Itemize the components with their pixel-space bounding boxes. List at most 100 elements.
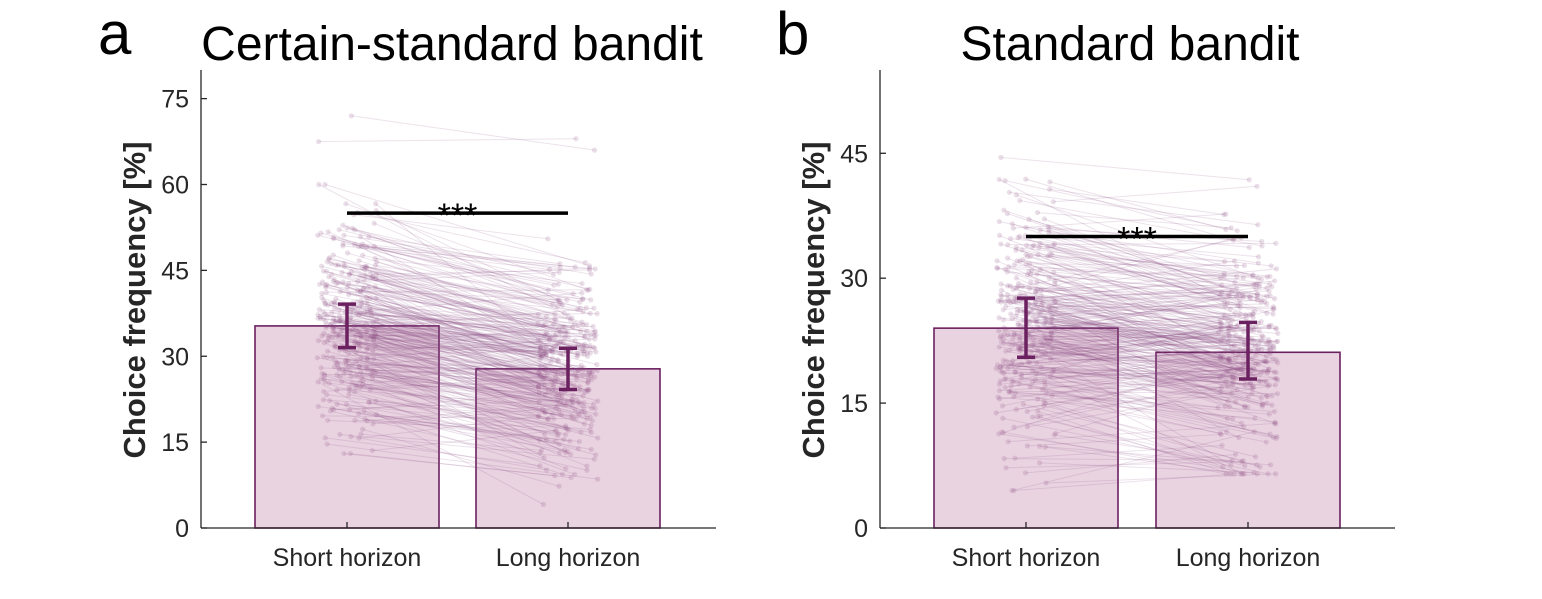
participant-point: [1222, 299, 1227, 304]
panel-letter-a: a: [98, 0, 132, 67]
participant-point: [1042, 379, 1047, 384]
participant-point: [319, 333, 324, 338]
participant-point: [1035, 210, 1040, 215]
participant-point: [588, 297, 593, 302]
participant-point: [1044, 390, 1049, 395]
participant-point: [579, 281, 584, 286]
participant-point: [348, 434, 353, 439]
participant-point: [999, 288, 1004, 293]
participant-point: [1259, 319, 1264, 324]
participant-point: [315, 379, 320, 384]
y-tick-label: 75: [161, 86, 189, 114]
participant-point: [1234, 264, 1239, 269]
y-tick-label: 45: [161, 257, 189, 285]
participant-point: [584, 463, 589, 468]
participant-point: [316, 139, 321, 144]
participant-point: [1016, 281, 1021, 286]
participant-point: [1268, 462, 1273, 467]
participant-point: [1025, 409, 1030, 414]
participant-line: [319, 139, 576, 142]
participant-point: [1274, 266, 1279, 271]
participant-point: [1259, 297, 1264, 302]
participant-point: [1030, 379, 1035, 384]
participant-point: [1014, 275, 1019, 280]
participant-point: [1001, 430, 1006, 435]
participant-point: [996, 328, 1001, 333]
participant-point: [1274, 326, 1279, 331]
participant-point: [1028, 280, 1033, 285]
participant-point: [1240, 293, 1245, 298]
participant-point: [1261, 334, 1266, 339]
participant-point: [1247, 177, 1252, 182]
participant-point: [583, 411, 588, 416]
participant-point: [563, 432, 568, 437]
participant-point: [1245, 404, 1250, 409]
participant-point: [546, 288, 551, 293]
participant-point: [367, 296, 372, 301]
participant-point: [321, 316, 326, 321]
participant-point: [550, 412, 555, 417]
participant-point: [1003, 465, 1008, 470]
participant-point: [1252, 429, 1257, 434]
participant-point: [1228, 324, 1233, 329]
participant-point: [1229, 225, 1234, 230]
participant-point: [543, 322, 548, 327]
participant-point: [1037, 444, 1042, 449]
participant-point: [1266, 323, 1271, 328]
participant-point: [1008, 384, 1013, 389]
participant-point: [1005, 366, 1010, 371]
participant-point: [592, 457, 597, 462]
participant-point: [368, 387, 373, 392]
x-tick-label: Long horizon: [1176, 544, 1321, 572]
participant-point: [336, 307, 341, 312]
participant-point: [560, 381, 565, 386]
participant-point: [556, 359, 561, 364]
participant-point: [585, 381, 590, 386]
participant-point: [1001, 337, 1006, 342]
participant-point: [1009, 488, 1014, 493]
panel-letter-b: b: [776, 0, 809, 67]
participant-lines: [315, 113, 601, 507]
participant-point: [337, 227, 342, 232]
participant-point: [368, 272, 373, 277]
participant-point: [1222, 259, 1227, 264]
participant-point: [1235, 228, 1240, 233]
participant-point: [577, 439, 582, 444]
participant-point: [1274, 434, 1279, 439]
participant-point: [1227, 404, 1232, 409]
participant-point: [1270, 311, 1275, 316]
participant-point: [365, 308, 370, 313]
participant-point: [1253, 454, 1258, 459]
participant-point: [347, 272, 352, 277]
participant-point: [1267, 412, 1272, 417]
participant-point: [997, 382, 1002, 387]
participant-point: [569, 413, 574, 418]
participant-point: [1005, 211, 1010, 216]
participant-point: [1011, 331, 1016, 336]
participant-point: [341, 233, 346, 238]
participant-point: [1273, 471, 1278, 476]
participant-point: [345, 358, 350, 363]
x-tick-label: Short horizon: [952, 544, 1101, 572]
participant-point: [356, 411, 361, 416]
participant-point: [1052, 432, 1057, 437]
participant-point: [1218, 431, 1223, 436]
participant-point: [364, 329, 369, 334]
participant-point: [593, 412, 598, 417]
participant-point: [1242, 263, 1247, 268]
participant-point: [582, 421, 587, 426]
participant-point: [327, 398, 332, 403]
participant-point: [316, 182, 321, 187]
y-tick-label: 15: [161, 429, 189, 457]
participant-point: [1002, 377, 1007, 382]
participant-point: [573, 136, 578, 141]
participant-point: [1272, 376, 1277, 381]
participant-point: [580, 393, 585, 398]
participant-point: [1008, 283, 1013, 288]
participant-point: [337, 314, 342, 319]
participant-point: [324, 290, 329, 295]
participant-point: [1000, 416, 1005, 421]
participant-point: [579, 319, 584, 324]
participant-point: [1002, 178, 1007, 183]
participant-point: [1029, 268, 1034, 273]
